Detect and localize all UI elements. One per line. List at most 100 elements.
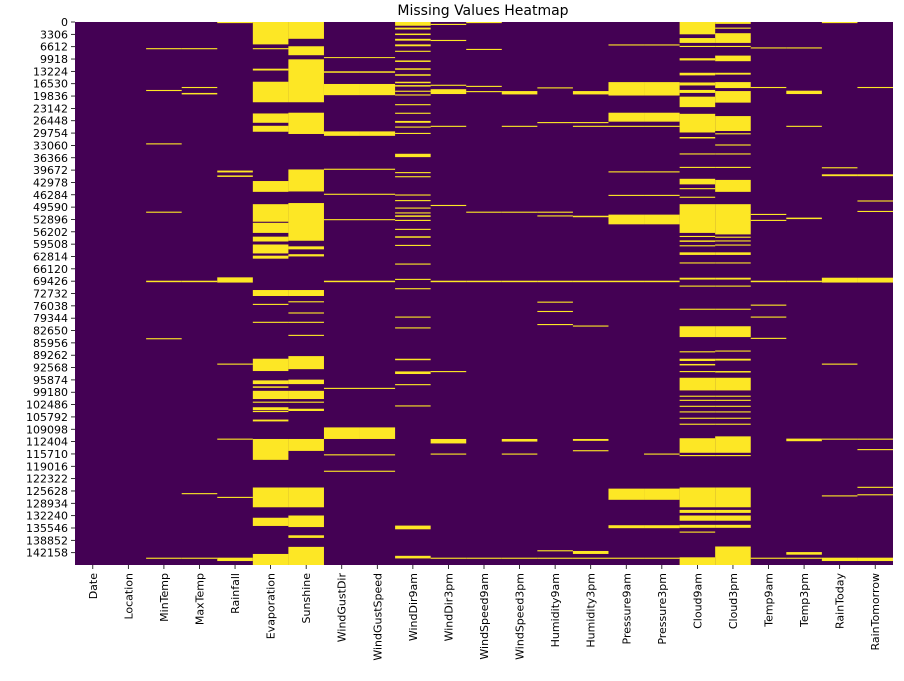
missing-segment: [252, 321, 289, 323]
missing-segment: [572, 280, 609, 283]
missing-segment: [288, 535, 324, 538]
missing-segment: [715, 371, 751, 373]
missing-segment: [252, 48, 289, 50]
missing-segment: [466, 48, 502, 50]
y-tick-label: 135546: [26, 522, 68, 535]
missing-segment: [359, 427, 396, 439]
missing-segment: [715, 524, 751, 528]
missing-segment: [217, 496, 253, 498]
x-tick-label: Pressure3pm: [656, 573, 669, 645]
missing-segment: [501, 91, 538, 95]
missing-segment: [537, 301, 573, 303]
missing-segment: [715, 82, 751, 89]
missing-segment: [395, 38, 431, 41]
missing-segment: [821, 22, 858, 24]
missing-segment: [252, 113, 289, 123]
missing-segment: [146, 280, 182, 283]
missing-segment: [857, 438, 893, 440]
y-tick-label: 95874: [33, 374, 68, 387]
missing-segment: [395, 112, 431, 114]
missing-segment: [430, 557, 467, 559]
x-tick-label: WindSpeed9am: [478, 573, 491, 660]
missing-segment: [821, 277, 858, 283]
missing-segment: [608, 525, 645, 529]
missing-segment: [323, 280, 360, 283]
missing-segment: [679, 72, 716, 76]
x-tick-label: Cloud9am: [691, 573, 704, 629]
missing-segment: [288, 487, 324, 508]
missing-segment: [715, 240, 751, 242]
heatmap-cells: [146, 22, 893, 565]
missing-segment: [395, 68, 431, 70]
missing-segment: [395, 316, 431, 318]
missing-segment: [537, 550, 573, 552]
missing-segment: [715, 308, 751, 310]
y-tick-label: 132240: [26, 510, 68, 523]
y-tick-label: 56202: [33, 226, 68, 239]
y-tick-label: 125628: [26, 485, 68, 498]
missing-segment: [644, 44, 680, 46]
missing-segment: [288, 379, 324, 385]
missing-segment: [395, 22, 431, 26]
missing-segment: [715, 546, 751, 565]
missing-segment: [395, 50, 431, 52]
missing-segment: [679, 178, 716, 185]
missing-segment: [786, 125, 822, 127]
missing-segment: [715, 277, 751, 280]
missing-segment: [288, 301, 324, 303]
missing-segment: [644, 525, 680, 529]
missing-segment: [395, 228, 431, 230]
missing-segment: [501, 211, 538, 213]
y-tick-label: 59508: [33, 238, 68, 251]
missing-segment: [252, 438, 289, 460]
missing-segment: [252, 386, 289, 388]
missing-segment: [430, 84, 467, 86]
y-tick-label: 23142: [33, 102, 68, 115]
missing-segment: [715, 350, 751, 352]
missing-segment: [395, 60, 431, 62]
missing-segment: [644, 194, 680, 196]
y-tick-label: 46284: [33, 189, 68, 202]
x-axis: Date Location MinTemp MaxTemp Rainfall Evapor…: [87, 565, 882, 661]
missing-segment: [323, 168, 360, 170]
missing-segment: [644, 280, 680, 283]
y-tick-label: 26448: [33, 115, 68, 128]
missing-segment: [217, 438, 253, 440]
missing-segment: [857, 210, 893, 213]
missing-segment: [679, 245, 716, 247]
missing-segment: [395, 126, 431, 128]
missing-segment: [395, 33, 431, 36]
missing-segment: [715, 116, 751, 131]
missing-segment: [786, 438, 822, 442]
missing-segment: [857, 200, 893, 202]
missing-segment: [181, 92, 218, 95]
missing-segment: [572, 91, 609, 95]
missing-segment: [644, 557, 680, 559]
missing-segment: [323, 427, 360, 439]
missing-segment: [395, 81, 431, 84]
missing-segment: [395, 94, 431, 96]
missing-segment: [644, 125, 680, 127]
missing-segment: [395, 525, 431, 530]
y-tick-label: 3306: [40, 28, 68, 41]
missing-segment: [466, 91, 502, 93]
missing-segment: [252, 407, 289, 411]
missing-segment: [679, 399, 716, 401]
missing-segment: [608, 171, 645, 173]
missing-segment: [359, 83, 396, 96]
missing-segment: [217, 363, 253, 365]
missing-segment: [644, 214, 680, 225]
missing-segment: [572, 325, 609, 327]
missing-segment: [679, 89, 716, 93]
missing-segment: [608, 214, 645, 225]
missing-segment: [395, 194, 431, 196]
missing-segment: [750, 219, 787, 221]
missing-segment: [715, 515, 751, 521]
missing-segment: [395, 104, 431, 106]
missing-segment: [715, 33, 751, 43]
missing-segment: [430, 453, 467, 455]
missing-segment: [715, 417, 751, 419]
missing-segment: [395, 172, 431, 174]
missing-segment: [395, 263, 431, 265]
missing-segment: [252, 517, 289, 526]
